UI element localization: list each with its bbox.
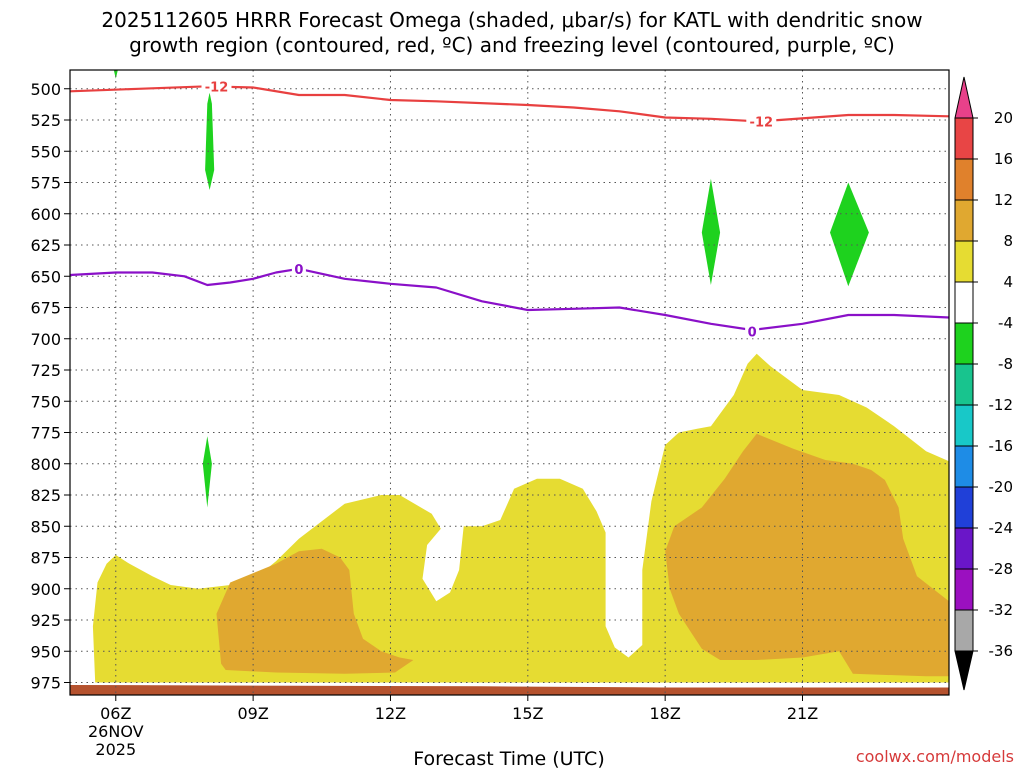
y-tick-label-950: 950 <box>30 642 61 661</box>
plot-shading-layer <box>70 70 949 695</box>
x-tick-sublabel-0: 26NOV <box>88 722 144 741</box>
freezing-level-contour <box>70 267 949 332</box>
snow-growth-contour-label-bg-0 <box>201 78 232 94</box>
colorbar-swatch-4 <box>954 281 974 324</box>
colorbar-label-5: -4 <box>998 314 1013 332</box>
colorbar-swatch-7 <box>954 404 974 447</box>
colorbar-label-7: -12 <box>989 396 1014 414</box>
x-tick-label-12Z: 12Z <box>375 704 406 723</box>
chart-title-line-2: growth region (contoured, red, ºC) and f… <box>129 33 895 57</box>
y-tick-label-750: 750 <box>30 392 61 411</box>
source-credit: coolwx.com/models <box>856 747 1014 766</box>
x-tick-label-21Z: 21Z <box>787 704 818 723</box>
omega-region-neg4-4 <box>830 182 869 287</box>
snow-growth-contour-label-0: -12 <box>205 80 229 95</box>
colorbar-swatch-5 <box>954 322 974 365</box>
colorbar-swatch-2 <box>954 199 974 242</box>
colorbar-label-3: 8 <box>1003 232 1013 250</box>
colorbar-swatch-0 <box>954 117 974 160</box>
y-tick-label-775: 775 <box>30 424 61 443</box>
chart-title-line-1: 2025112605 HRRR Forecast Omega (shaded, … <box>101 8 922 32</box>
omega-region-neg4-2 <box>113 70 118 79</box>
colorbar-label-4: 4 <box>1003 273 1013 291</box>
omega-region-neg4-0 <box>205 92 215 190</box>
y-axis: 500 525 550 575 600 625 650 675 700 725 750 775 800 8… <box>30 80 70 693</box>
snow-growth-contour-label-1: -12 <box>750 115 774 130</box>
colorbar: 20 16 12 8 4 -4 -8 -12 -16 -20 -24 -28 -32 -36 <box>954 76 1014 691</box>
x-tick-label-06Z: 06Z <box>100 704 131 723</box>
y-tick-label-650: 650 <box>30 267 61 286</box>
freezing-level-contour-label-bg-0 <box>291 260 306 276</box>
colorbar-swatch-8 <box>954 445 974 488</box>
plot-contour-layer <box>70 85 949 332</box>
colorbar-bottom-arrow <box>954 650 974 691</box>
omega-region-neg4-1 <box>202 436 212 508</box>
plot-frame <box>69 69 950 696</box>
y-tick-label-675: 675 <box>30 299 61 318</box>
colorbar-swatch-11 <box>954 568 974 611</box>
colorbar-label-6: -8 <box>998 355 1013 373</box>
y-tick-label-925: 925 <box>30 611 61 630</box>
y-tick-label-725: 725 <box>30 361 61 380</box>
y-tick-label-825: 825 <box>30 486 61 505</box>
colorbar-label-12: -32 <box>989 601 1014 619</box>
colorbar-label-0: 20 <box>994 109 1013 127</box>
omega-region-neg4-3 <box>701 178 721 285</box>
x-tick-label-18Z: 18Z <box>649 704 680 723</box>
y-tick-label-600: 600 <box>30 205 61 224</box>
y-tick-label-625: 625 <box>30 236 61 255</box>
omega-region-8-1 <box>665 433 949 677</box>
y-tick-label-975: 975 <box>30 674 61 693</box>
snow-growth-contour <box>70 85 949 123</box>
colorbar-label-8: -16 <box>989 437 1014 455</box>
x-tick-sublabel-1: 2025 <box>95 740 136 759</box>
y-tick-label-900: 900 <box>30 580 61 599</box>
colorbar-label-1: 16 <box>994 150 1013 168</box>
y-tick-label-850: 850 <box>30 517 61 536</box>
x-tick-label-15Z: 15Z <box>512 704 543 723</box>
colorbar-swatch-12 <box>954 609 974 652</box>
ground-band <box>70 685 949 695</box>
freezing-level-contour-label-bg-1 <box>745 323 760 339</box>
y-tick-label-700: 700 <box>30 330 61 349</box>
plot-grid-layer <box>70 70 949 695</box>
colorbar-swatch-9 <box>954 486 974 529</box>
x-axis-label: Forecast Time (UTC) <box>413 748 604 768</box>
colorbar-label-9: -20 <box>989 478 1014 496</box>
x-tick-label-09Z: 09Z <box>237 704 268 723</box>
y-tick-label-800: 800 <box>30 455 61 474</box>
snow-growth-contour-label-bg-1 <box>746 113 777 129</box>
colorbar-label-13: -36 <box>989 642 1014 660</box>
omega-region-8-0 <box>216 548 414 674</box>
colorbar-label-2: 12 <box>994 191 1013 209</box>
y-tick-label-525: 525 <box>30 111 61 130</box>
freezing-level-contour-label-1: 0 <box>748 325 757 340</box>
colorbar-label-10: -24 <box>989 519 1014 537</box>
y-tick-label-875: 875 <box>30 549 61 568</box>
colorbar-swatch-1 <box>954 158 974 201</box>
y-tick-label-575: 575 <box>30 174 61 193</box>
colorbar-swatch-3 <box>954 240 974 283</box>
y-tick-label-500: 500 <box>30 80 61 99</box>
y-tick-label-550: 550 <box>30 142 61 161</box>
colorbar-swatch-10 <box>954 527 974 570</box>
plot-contour-label-layer: -12 -12 0 0 <box>201 78 777 340</box>
freezing-level-contour-label-0: 0 <box>294 263 303 278</box>
colorbar-swatch-6 <box>954 363 974 406</box>
colorbar-label-11: -28 <box>989 560 1014 578</box>
